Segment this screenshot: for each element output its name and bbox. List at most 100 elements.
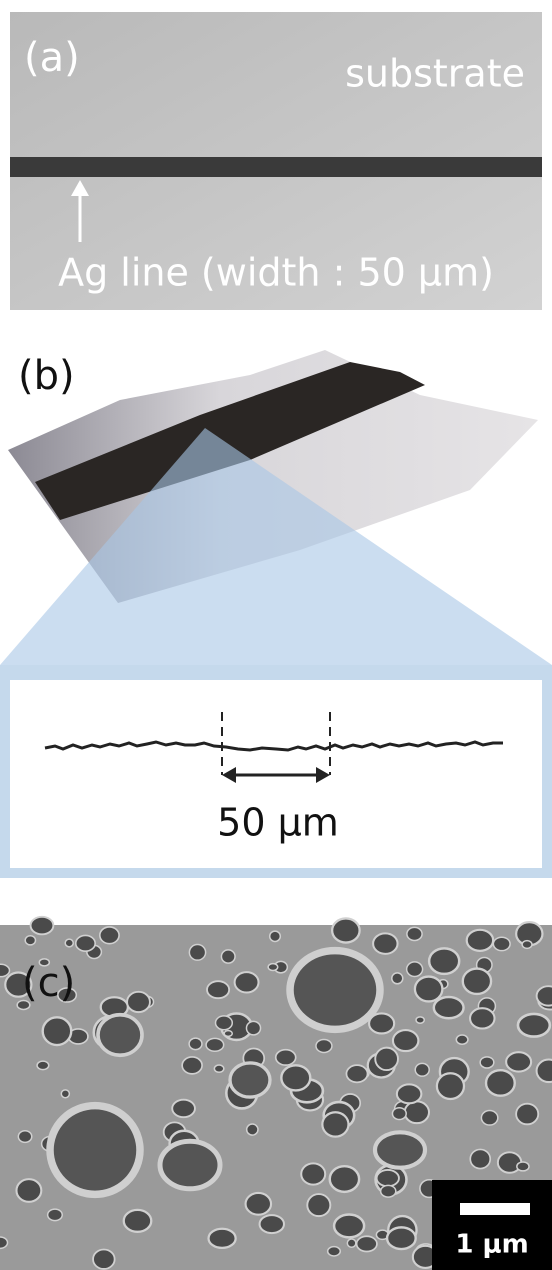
pore (381, 1185, 396, 1197)
pore (189, 945, 205, 961)
pore (328, 1247, 341, 1256)
pore (397, 1084, 422, 1103)
pore (235, 972, 259, 992)
pore (393, 1030, 418, 1051)
pore (207, 981, 229, 998)
pore (480, 1057, 494, 1068)
pore (31, 917, 54, 935)
pore (224, 1031, 232, 1037)
panel-label: (a) (24, 35, 80, 81)
annotation: substrate (345, 52, 525, 96)
panel-label: (c) (22, 960, 75, 1006)
pore (216, 1016, 233, 1030)
pore (100, 927, 119, 944)
pore (387, 1227, 416, 1249)
pore (206, 1038, 224, 1051)
pore (290, 951, 380, 1030)
pore (189, 1038, 202, 1049)
pore (260, 1215, 284, 1233)
pore (470, 1008, 494, 1028)
pore (246, 1021, 260, 1035)
pore (537, 986, 552, 1005)
pore (18, 1131, 31, 1143)
pore (405, 1101, 429, 1123)
pore (98, 1015, 142, 1055)
panel-b: (b) 50 μm (0, 350, 552, 878)
pore (437, 1073, 464, 1099)
ag-line (10, 157, 542, 177)
panel-a: (a) substrate Ag line (width : 50 μm) (10, 12, 542, 310)
pore (48, 1209, 63, 1221)
pore (375, 1048, 398, 1070)
pore (65, 939, 73, 947)
pore (347, 1239, 356, 1247)
pore (221, 950, 235, 963)
pore (281, 1065, 310, 1090)
pore (334, 1214, 364, 1237)
pore (25, 936, 35, 945)
pore (415, 1063, 429, 1076)
scale-bar (460, 1203, 530, 1215)
panel-label: (b) (18, 353, 75, 399)
pore (517, 1162, 529, 1171)
pore (429, 948, 459, 974)
pore (330, 1166, 359, 1192)
pore (407, 962, 423, 977)
pore (16, 1179, 41, 1202)
pore (463, 969, 491, 994)
pore (416, 1017, 424, 1023)
pore (209, 1229, 236, 1248)
pore (392, 1108, 406, 1120)
pore (0, 1237, 8, 1248)
pore (61, 1090, 69, 1098)
pore (481, 1110, 497, 1125)
pore (522, 941, 532, 949)
pore (127, 992, 150, 1012)
pore (50, 1106, 140, 1195)
annotation: Ag line (width : 50 μm) (58, 251, 494, 295)
pore (486, 1070, 515, 1096)
pore (415, 977, 442, 1002)
pore (268, 964, 278, 971)
pore (392, 973, 403, 984)
pore (37, 1061, 49, 1069)
pore (467, 930, 493, 951)
pore (434, 997, 464, 1018)
pore (516, 1104, 538, 1125)
pore (375, 1132, 425, 1167)
pore (214, 1065, 223, 1072)
pore (518, 1014, 550, 1037)
pore (276, 1050, 296, 1065)
pore (377, 1170, 399, 1186)
pore (407, 927, 422, 940)
pore (230, 1063, 270, 1097)
pore (373, 933, 397, 954)
pore (322, 1112, 348, 1136)
pore (247, 1124, 258, 1135)
pore (470, 1149, 490, 1168)
pore (307, 1194, 330, 1216)
pore (506, 1052, 531, 1071)
pore (0, 964, 9, 976)
pore (301, 1163, 325, 1184)
pore (537, 1060, 552, 1083)
annotation: 50 μm (217, 801, 339, 845)
figure: (a) substrate Ag line (width : 50 μm) (b… (0, 0, 552, 1270)
page: (a) substrate Ag line (width : 50 μm) (b… (0, 0, 552, 1270)
pore (332, 918, 359, 942)
pore (172, 1100, 195, 1118)
pore (270, 931, 281, 941)
pore (316, 1039, 332, 1052)
pore (124, 1210, 152, 1232)
pore (493, 937, 510, 950)
scale-bar-label: 1 μm (455, 1230, 528, 1260)
pore (246, 1193, 271, 1215)
pore (182, 1057, 202, 1074)
pore (76, 935, 95, 951)
pore (160, 1141, 220, 1189)
pore (357, 1236, 377, 1251)
pore (456, 1035, 468, 1044)
pore (346, 1065, 367, 1082)
pore (43, 1017, 72, 1045)
pore (93, 1249, 115, 1268)
